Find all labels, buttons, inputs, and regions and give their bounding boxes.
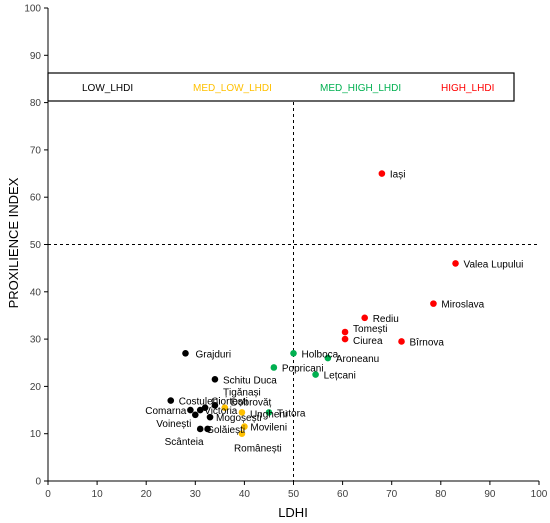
- data-point: [341, 328, 349, 336]
- data-point: [378, 170, 386, 177]
- x-tick-label: 60: [337, 489, 349, 500]
- data-point: [270, 364, 278, 371]
- point-label: Holboca: [302, 349, 339, 360]
- data-point: [201, 404, 209, 411]
- axes: 0 10 20 30 40 50 60 70 80 90 100 0 10 20 30 40 50 60 70 80 9…: [24, 4, 547, 501]
- point-label: Mogoșești: [216, 413, 262, 424]
- x-axis-title: LDHI: [278, 505, 308, 520]
- data-point: [167, 397, 175, 404]
- y-tick-label: 40: [30, 287, 42, 298]
- y-tick-label: 10: [30, 429, 42, 440]
- point-label: Schitu Duca: [223, 375, 277, 386]
- x-tick-label: 30: [190, 489, 202, 500]
- data-point: [324, 354, 332, 362]
- data-point: [398, 338, 405, 345]
- point-label: Movileni: [250, 423, 287, 434]
- y-tick-label: 90: [30, 51, 42, 62]
- point-label: Tomești: [353, 324, 387, 335]
- point-label: Dobrovăț: [231, 398, 272, 409]
- point-label: Valea Lupului: [464, 259, 524, 270]
- x-tick-label: 10: [92, 489, 104, 500]
- point-label: Victoria: [204, 406, 238, 417]
- x-tick-label: 40: [239, 489, 251, 500]
- data-point: [192, 411, 199, 419]
- legend-entry: HIGH_LHDI: [441, 83, 494, 94]
- point-label: Comarna: [145, 406, 187, 417]
- y-tick-label: 70: [30, 145, 42, 156]
- x-tick-label: 90: [484, 489, 496, 500]
- data-point: [265, 409, 273, 416]
- y-tick-label: 100: [24, 4, 41, 15]
- legend-box: [47, 72, 515, 102]
- point-label: Țigănași: [223, 387, 261, 398]
- legend-entry: LOW_LHDI: [82, 83, 133, 94]
- data-point: [206, 413, 214, 421]
- y-tick-label: 0: [35, 477, 41, 488]
- point-label: Popricani: [282, 363, 324, 374]
- y-tick-label: 80: [30, 98, 42, 109]
- point-label: Lețcani: [324, 371, 356, 382]
- x-tick-label: 70: [386, 489, 398, 500]
- data-point: [211, 402, 219, 409]
- data-point: [238, 430, 246, 438]
- y-tick-label: 30: [30, 335, 42, 346]
- legend-entry: MED_LOW_LHDI: [193, 83, 272, 94]
- point-label: Rediu: [373, 314, 399, 325]
- data-point: [241, 423, 248, 430]
- point-label: Miroslava: [441, 300, 484, 311]
- data-point: [204, 425, 211, 433]
- data-point: [312, 371, 319, 378]
- point-label: Golăiești: [206, 425, 245, 436]
- data-point: [452, 260, 459, 267]
- point-label: Ungheni: [250, 409, 287, 420]
- point-label: Costuleni: [179, 397, 221, 408]
- point-label: Tutora: [277, 408, 306, 419]
- point-label: Voinești: [156, 419, 191, 430]
- data-point: [341, 335, 349, 343]
- legend-entry: MED_HIGH_LHDI: [320, 83, 401, 94]
- data-point: [187, 406, 194, 414]
- x-tick-label: 100: [531, 489, 548, 500]
- y-axis-title: PROXILIENCE INDEX: [6, 177, 21, 308]
- data-points: [167, 170, 459, 438]
- data-point: [221, 404, 229, 411]
- x-tick-label: 80: [435, 489, 447, 500]
- point-label: Iași: [390, 170, 406, 181]
- data-point: [238, 409, 246, 416]
- y-tick-label: 60: [30, 193, 42, 204]
- data-point: [182, 349, 189, 357]
- data-point: [211, 376, 219, 383]
- data-point: [361, 314, 368, 322]
- x-tick-label: 50: [288, 489, 300, 500]
- point-label: Ciurea: [353, 336, 383, 347]
- data-point: [430, 300, 437, 307]
- point-label: Românești: [234, 444, 282, 455]
- data-point: [196, 406, 204, 414]
- legend: LOW_LHDI MED_LOW_LHDI MED_HIGH_LHDI HIGH_LH…: [47, 72, 515, 102]
- y-tick-label: 50: [30, 240, 42, 251]
- point-label: Ciortești: [211, 397, 248, 408]
- data-point: [196, 425, 204, 433]
- x-tick-label: 20: [141, 489, 153, 500]
- x-tick-label: 0: [45, 489, 51, 500]
- point-label: Grajduri: [195, 349, 231, 360]
- point-label: Bîrnova: [410, 337, 445, 348]
- reference-lines: [48, 102, 539, 481]
- point-label: Aroneanu: [336, 354, 379, 365]
- point-label: Scânteia: [165, 437, 204, 448]
- y-tick-label: 20: [30, 382, 42, 393]
- data-point: [290, 349, 297, 357]
